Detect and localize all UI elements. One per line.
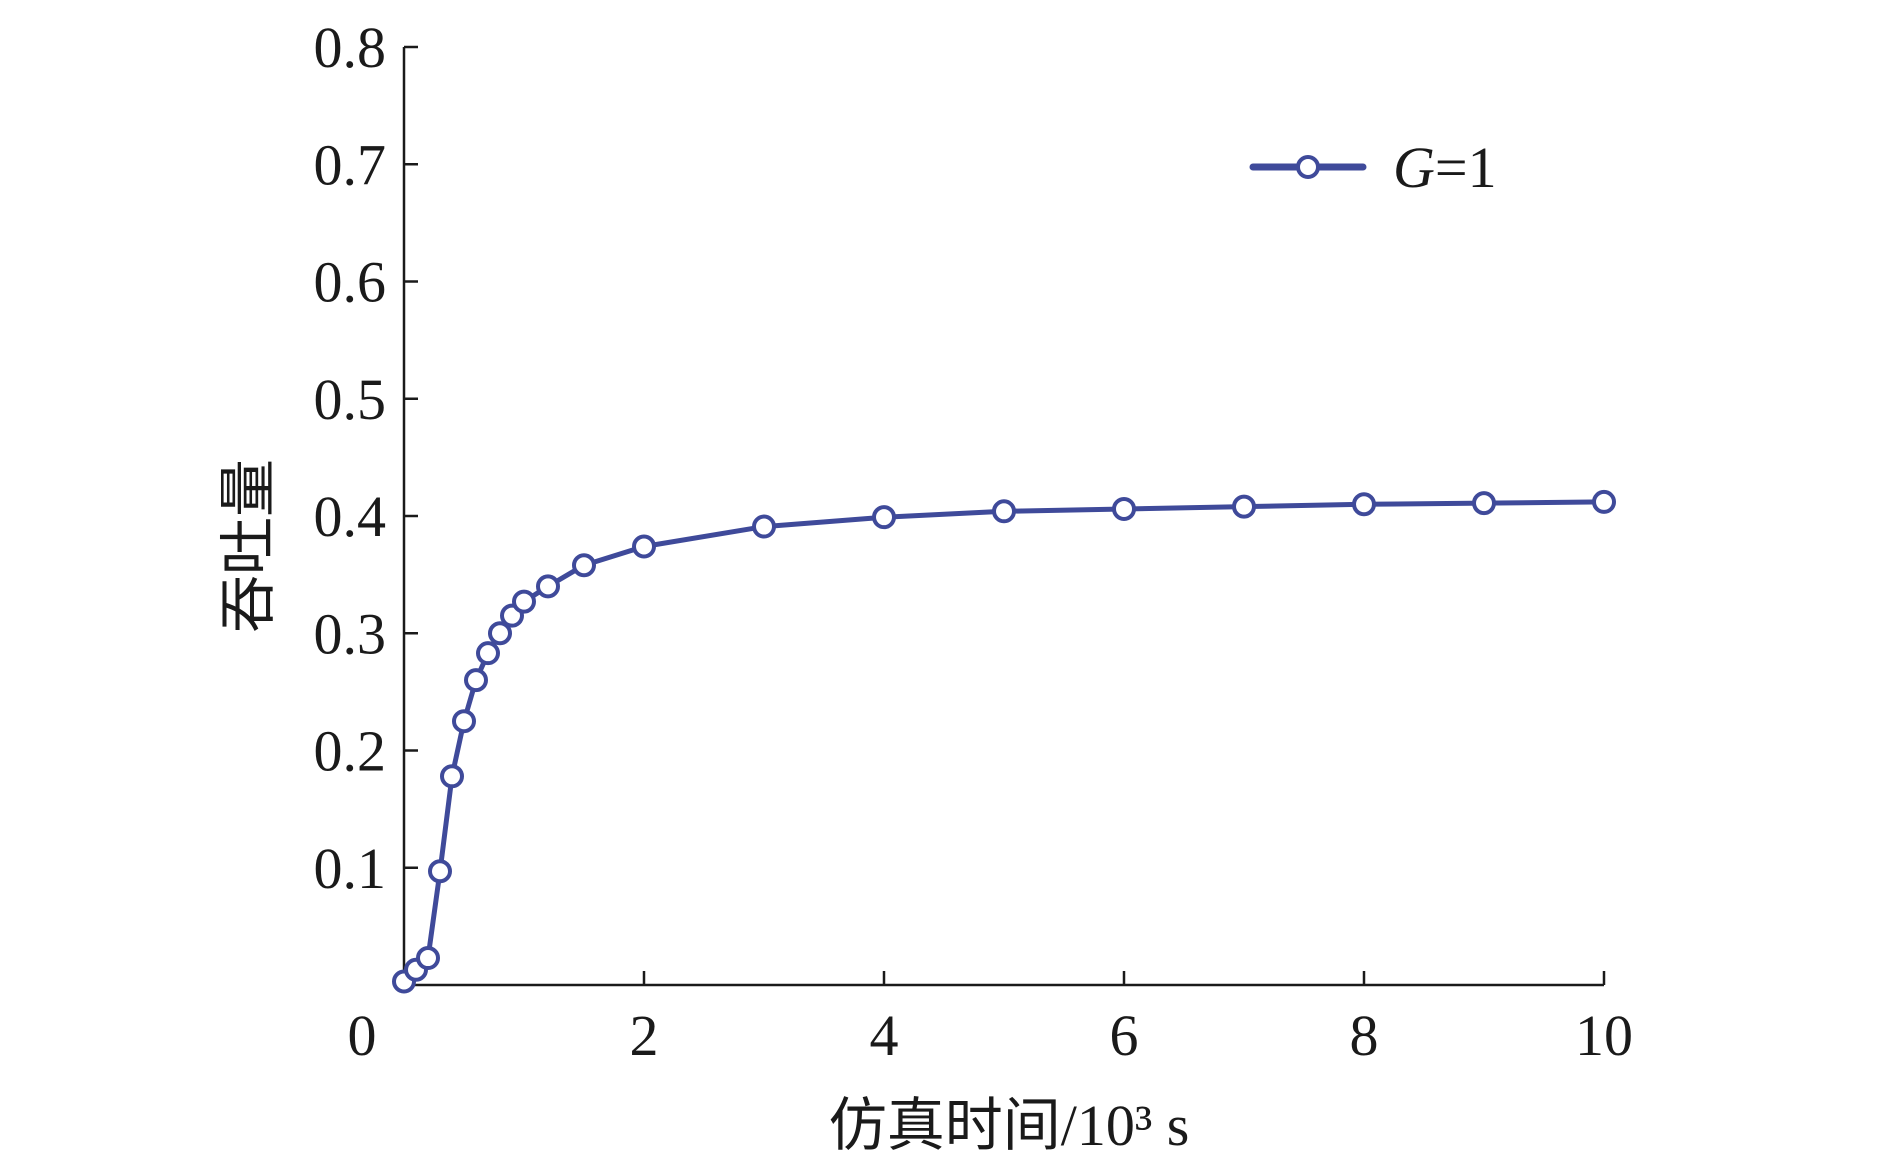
data-point [512,589,536,614]
x-tick-label: 6 [1110,1003,1139,1068]
y-tick-label: 0.1 [314,836,387,901]
series-line [401,499,1607,984]
series-layer [392,489,1616,994]
ticks: 0.1 0.2 0.3 0.4 0.5 0.6 0.7 0.8 0 2 4 6 8 10 [314,15,1634,1068]
legend-label: G=1 [1393,135,1497,200]
data-point [1112,496,1136,521]
data-point [1352,492,1376,517]
x-tick-label: 0 [348,1003,377,1068]
data-point [536,574,560,599]
data-point [452,709,476,734]
x-tick-label: 4 [870,1003,899,1068]
legend-label-symbol: G [1393,135,1435,200]
y-tick-label: 0.4 [314,484,387,549]
data-point [488,621,512,646]
legend-marker [1296,155,1320,179]
y-tick-label: 0.5 [314,367,387,432]
y-tick-label: 0.6 [314,250,387,315]
data-point [572,553,596,578]
data-point [416,946,440,971]
legend-label-value: =1 [1435,135,1497,200]
y-tick-label: 0.3 [314,601,387,666]
data-point [1472,491,1496,516]
data-point [464,668,488,693]
data-point [992,499,1016,524]
data-point [440,764,464,789]
y-axis-label: 吞吐量 [216,459,281,633]
data-point [476,641,500,666]
x-tick-label: 10 [1575,1003,1633,1068]
x-axis-label: 仿真时间/10³ s [829,1093,1190,1158]
legend: G=1 [1249,135,1497,200]
data-point [428,859,452,884]
x-tick-label: 2 [630,1003,659,1068]
y-tick-label: 0.8 [314,15,387,80]
data-point [752,514,776,539]
data-point [1232,494,1256,519]
data-point [1592,489,1616,514]
y-tick-label: 0.2 [314,719,387,784]
data-point [872,505,896,530]
x-tick-label: 8 [1350,1003,1379,1068]
y-tick-label: 0.7 [314,132,387,197]
data-point [632,534,656,559]
